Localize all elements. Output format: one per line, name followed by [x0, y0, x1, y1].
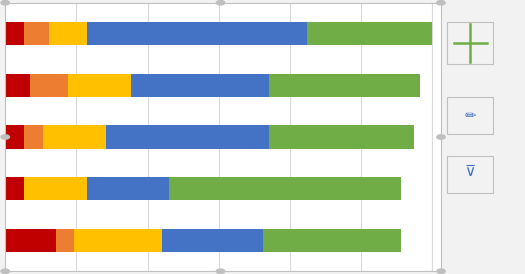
Bar — [131, 74, 269, 97]
Bar — [30, 74, 68, 97]
Bar — [49, 22, 87, 45]
Bar — [24, 125, 43, 149]
Bar — [269, 125, 414, 149]
Bar — [56, 229, 75, 252]
Bar — [162, 229, 263, 252]
Text: ✏: ✏ — [465, 109, 476, 122]
Bar — [307, 22, 433, 45]
Bar — [5, 229, 56, 252]
Bar — [43, 125, 106, 149]
Bar — [5, 22, 24, 45]
Bar — [263, 229, 401, 252]
Bar — [5, 177, 24, 200]
Bar — [106, 125, 269, 149]
Bar — [5, 74, 30, 97]
Bar — [24, 22, 49, 45]
Bar — [24, 177, 87, 200]
Bar — [87, 177, 169, 200]
Bar — [5, 125, 24, 149]
Bar — [87, 22, 307, 45]
Bar — [269, 74, 420, 97]
Text: ⊽: ⊽ — [465, 164, 476, 179]
Bar — [75, 229, 162, 252]
Bar — [68, 74, 131, 97]
Bar — [169, 177, 401, 200]
